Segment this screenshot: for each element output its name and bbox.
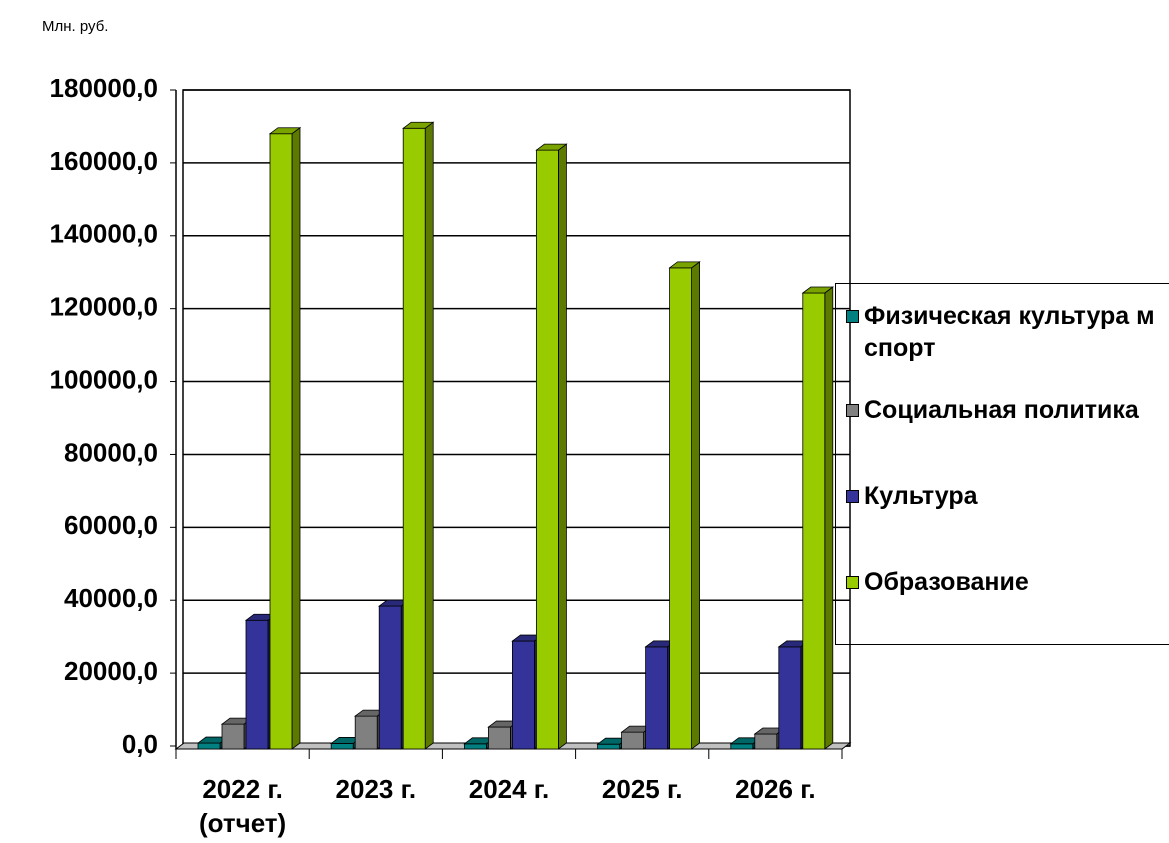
bar-top — [268, 127, 302, 135]
bar — [597, 743, 620, 750]
bar — [402, 127, 426, 750]
legend-swatch — [846, 310, 859, 323]
bar — [354, 715, 378, 750]
bar-side — [691, 261, 700, 750]
bar — [197, 742, 221, 750]
y-tick-label: 0,0 — [122, 729, 158, 759]
bar — [269, 133, 293, 750]
bar — [621, 731, 644, 750]
bar — [463, 743, 487, 750]
bar — [802, 292, 826, 750]
y-tick-label: 20000,0 — [64, 656, 158, 686]
bar-top — [402, 121, 435, 129]
bar-side — [424, 121, 434, 750]
y-tick-label: 80000,0 — [64, 437, 158, 467]
bar-side — [824, 286, 834, 750]
y-tick-label: 40000,0 — [64, 583, 158, 613]
legend-label: Образование — [864, 568, 1029, 596]
legend-label: Социальная политика — [864, 396, 1139, 424]
legend-label: Культура — [864, 482, 978, 510]
bar — [487, 726, 511, 750]
y-tick-label: 140000,0 — [50, 219, 158, 249]
y-tick-label: 100000,0 — [50, 364, 158, 394]
bar — [645, 646, 668, 750]
bar — [512, 640, 535, 750]
x-tick-label: 2022 г. (отчет) — [198, 774, 287, 838]
bar — [754, 733, 778, 750]
bar-top — [801, 286, 834, 294]
legend-swatch — [846, 576, 859, 589]
bar — [730, 743, 754, 750]
bar — [378, 605, 402, 750]
bar-top — [668, 261, 701, 269]
y-tick-label: 60000,0 — [64, 510, 158, 540]
units-label: Млн. руб. — [42, 18, 109, 35]
bar — [778, 646, 802, 750]
bar-side — [558, 143, 567, 750]
x-tick-label: 2023 г. — [335, 774, 417, 804]
legend-swatch — [846, 404, 859, 417]
x-tick-label: 2026 г. — [735, 774, 816, 804]
bar — [245, 619, 269, 750]
x-tick-label: 2025 г. — [601, 774, 683, 804]
y-tick-label: 160000,0 — [50, 146, 158, 176]
legend-label: Физическая культура м спорт — [864, 302, 1155, 362]
legend: Физическая культура м спорт Социальная по… — [835, 283, 1169, 645]
y-tick-label: 120000,0 — [50, 292, 158, 322]
x-tick-label: 2024 г. — [468, 774, 550, 804]
legend-swatch — [846, 490, 859, 503]
bar-top — [535, 143, 568, 151]
y-tick-label: 180000,0 — [50, 73, 158, 103]
bar — [221, 723, 245, 750]
bar — [330, 743, 354, 750]
bar — [536, 149, 559, 750]
bar-side — [291, 126, 301, 750]
bar — [669, 267, 692, 750]
